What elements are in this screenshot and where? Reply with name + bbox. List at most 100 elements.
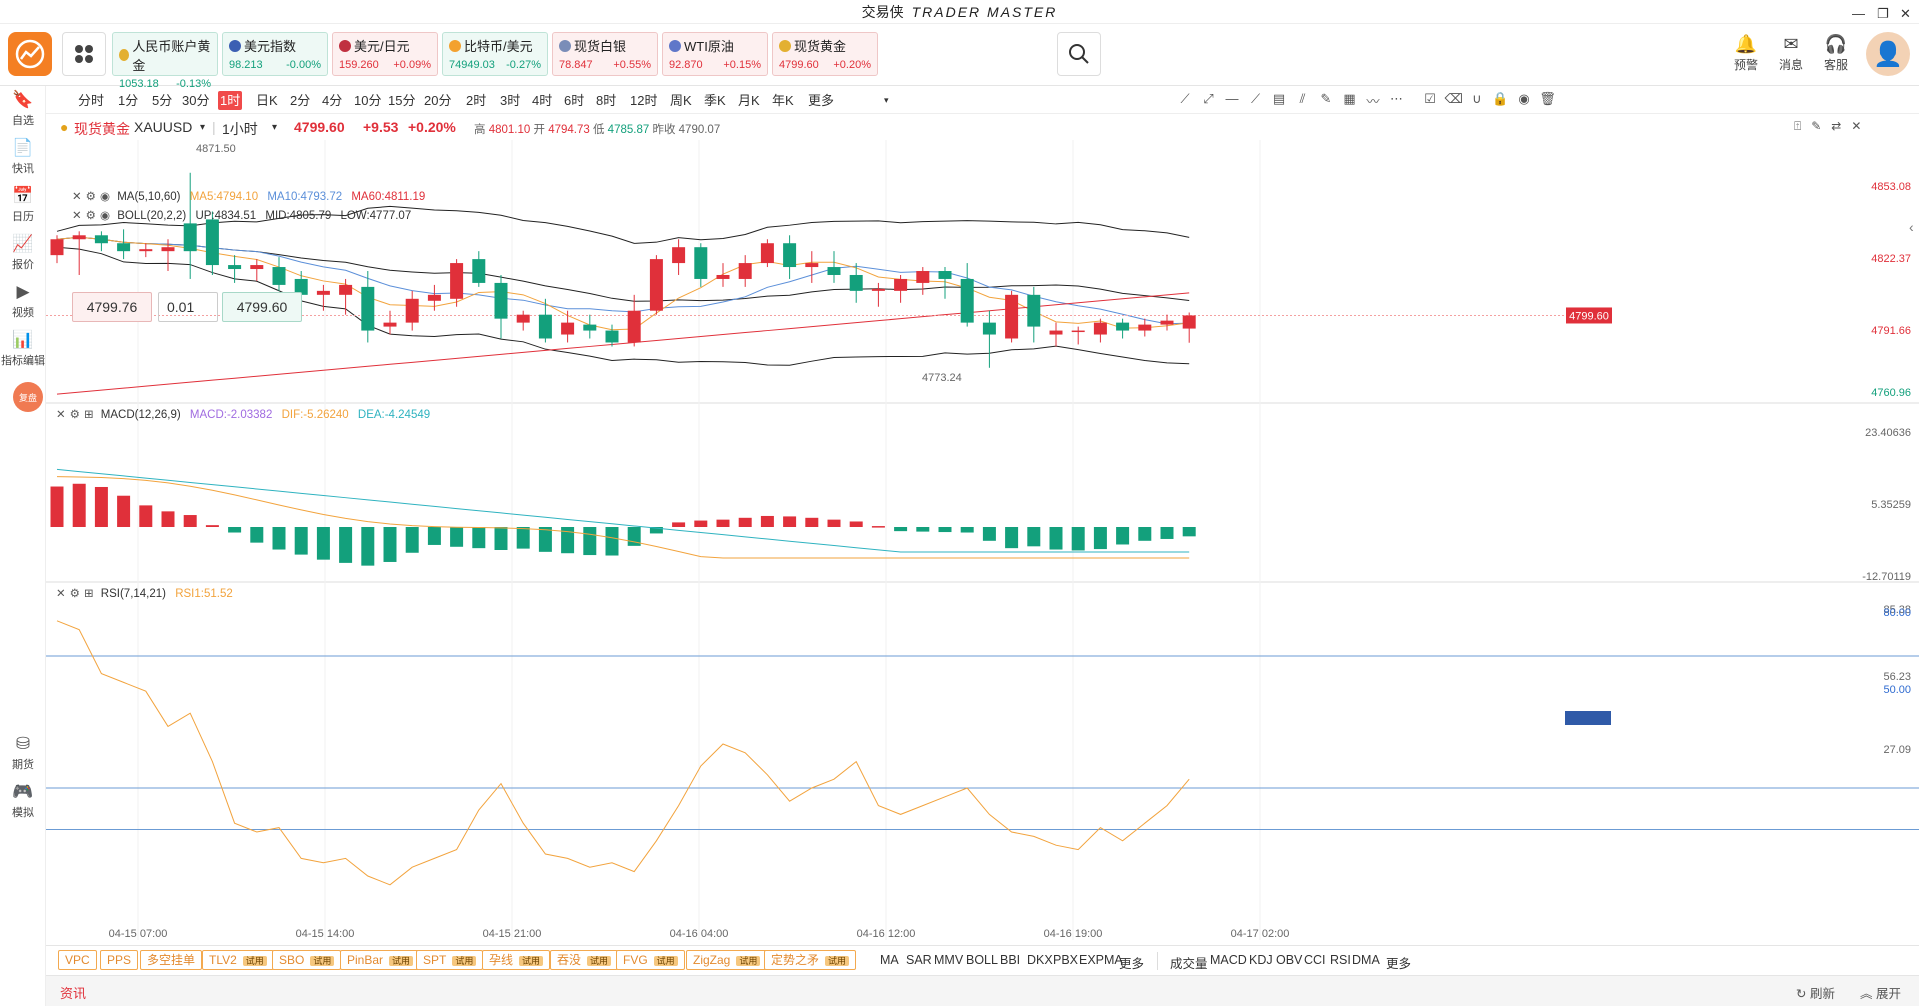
eye-icon[interactable]: ◉ xyxy=(1518,91,1530,106)
sub-indicator[interactable]: DMA xyxy=(1352,953,1380,967)
sub-indicator[interactable]: CCI xyxy=(1304,953,1326,967)
strategy-chip[interactable]: SPT 试用 xyxy=(416,950,484,970)
main-indicator[interactable]: BBI xyxy=(1000,953,1021,967)
timeframe-9[interactable]: 15分 xyxy=(388,93,416,108)
mail-button[interactable]: ✉ 消息 xyxy=(1771,34,1811,73)
fib-icon[interactable]: ▤ xyxy=(1272,91,1286,106)
expand-news-button[interactable]: ︽ 展开 xyxy=(1860,983,1901,1002)
brush-icon[interactable]: ✎ xyxy=(1320,91,1332,106)
restore-button[interactable]: ❐ xyxy=(1877,6,1889,21)
headset-button[interactable]: 🎧 客服 xyxy=(1816,34,1856,73)
wave-icon[interactable]: 〰 xyxy=(1366,94,1380,109)
buy-price-box[interactable]: 4799.60 xyxy=(222,292,302,322)
remove-boll-icon[interactable]: ✕ xyxy=(72,210,82,222)
sell-price-box[interactable]: 4799.76 xyxy=(72,292,152,322)
sub-indicator[interactable]: OBV xyxy=(1276,953,1303,967)
magnet-icon[interactable]: ∪ xyxy=(1472,91,1482,106)
timeframe-17[interactable]: 周K xyxy=(670,93,692,108)
sidebar-item-replay[interactable]: 复盘 xyxy=(0,382,46,416)
apps-grid-button[interactable] xyxy=(62,32,106,76)
main-indicator[interactable]: DKX xyxy=(1027,953,1053,967)
timeframe-8[interactable]: 10分 xyxy=(354,93,382,108)
swap-icon[interactable]: ⇄ xyxy=(1831,119,1842,133)
timeframe-2[interactable]: 5分 xyxy=(152,93,173,108)
main-indicator[interactable]: SAR xyxy=(906,953,932,967)
timeframe-20[interactable]: 年K xyxy=(772,93,794,108)
timeframe-3[interactable]: 30分 xyxy=(182,93,210,108)
quote-card[interactable]: 人民币账户黄金 1053.18 -0.13% xyxy=(112,32,218,90)
timeframe-select[interactable]: 1小时 xyxy=(222,121,258,137)
visibility-boll-icon[interactable]: ◉ xyxy=(99,210,110,222)
close-icon[interactable]: ✕ xyxy=(1900,6,1911,21)
sub-indicator[interactable]: MACD xyxy=(1210,953,1247,967)
remove-rsi-icon[interactable]: ✕ xyxy=(56,588,66,600)
quote-card[interactable]: 美元/日元 159.260 +0.09% xyxy=(332,32,438,76)
strategy-chip[interactable]: SBO 试用 xyxy=(272,950,342,970)
timeframe-15[interactable]: 8时 xyxy=(596,93,617,108)
main-indicator[interactable]: MA xyxy=(880,953,899,967)
remove-ma-icon[interactable]: ✕ xyxy=(72,191,82,203)
main-indicator[interactable]: PBX xyxy=(1053,953,1079,967)
image-icon[interactable]: ▦ xyxy=(1343,91,1356,106)
main-indicator[interactable]: EXPMA xyxy=(1079,953,1123,967)
sidebar-item-futures[interactable]: ⛁ 期货 xyxy=(0,734,46,772)
ray-icon[interactable]: ⤢ xyxy=(1203,91,1214,106)
horizontal-line-icon[interactable]: — xyxy=(1225,91,1239,106)
quantity-input[interactable]: 0.01 xyxy=(158,292,218,322)
quote-card[interactable]: 美元指数 98.213 -0.00% xyxy=(222,32,328,76)
collapse-icon[interactable]: ⍐ xyxy=(1794,119,1802,133)
avatar[interactable]: 👤 xyxy=(1866,32,1910,76)
quote-card[interactable]: 比特币/美元 74949.03 -0.27% xyxy=(442,32,548,76)
eraser-icon[interactable]: ⌫ xyxy=(1444,91,1463,106)
segment-icon[interactable]: ⟋ xyxy=(1250,91,1261,106)
timeframe-13[interactable]: 4时 xyxy=(532,93,553,108)
timeframe-6[interactable]: 2分 xyxy=(290,93,311,108)
main-indicator[interactable]: 更多 xyxy=(1119,957,1145,971)
trash-icon[interactable]: 🗑 xyxy=(1539,91,1556,106)
expand-macd-icon[interactable]: ⊞ xyxy=(83,409,94,421)
bell-button[interactable]: 🔔 预警 xyxy=(1726,34,1766,73)
settings-macd-icon[interactable]: ⚙ xyxy=(69,409,80,421)
symbol-dropdown-icon[interactable]: ▾ xyxy=(200,122,206,133)
quote-card[interactable]: WTI原油 92.870 +0.15% xyxy=(662,32,768,76)
timeframe-4[interactable]: 1时 xyxy=(218,91,243,110)
expand-rsi-icon[interactable]: ⊞ xyxy=(83,588,94,600)
pen-icon[interactable]: ✎ xyxy=(1811,119,1822,133)
settings-boll-icon[interactable]: ⚙ xyxy=(85,210,96,222)
refresh-button[interactable]: ↻ 刷新 xyxy=(1796,983,1835,1002)
strategy-chip[interactable]: 多空挂单 xyxy=(140,950,203,970)
strategy-chip[interactable]: ZigZag 试用 xyxy=(686,950,768,970)
visibility-ma-icon[interactable]: ◉ xyxy=(99,191,110,203)
timeframe-5[interactable]: 日K xyxy=(256,93,278,108)
sidebar-item-quote[interactable]: 📈 报价 xyxy=(0,234,46,272)
kline-chart[interactable]: 04-15 07:00 04-15 14:00 04-15 21:00 04-16 0… xyxy=(46,140,1919,945)
main-indicator[interactable]: BOLL xyxy=(966,953,998,967)
strategy-chip[interactable]: TLV2 试用 xyxy=(202,950,274,970)
lock-icon[interactable]: 🔒 xyxy=(1492,91,1509,106)
strategy-chip[interactable]: PinBar 试用 xyxy=(340,950,421,970)
more-tools-icon[interactable]: ⋯ xyxy=(1390,91,1403,106)
strategy-chip[interactable]: 定势之矛 试用 xyxy=(764,950,857,970)
more-dropdown-icon[interactable]: ▾ xyxy=(884,95,889,105)
sub-indicator[interactable]: 成交量 xyxy=(1170,957,1208,971)
timeframe-7[interactable]: 4分 xyxy=(322,93,343,108)
tf-dropdown-icon[interactable]: ▾ xyxy=(272,122,278,133)
strategy-chip[interactable]: 孕线 试用 xyxy=(482,950,551,970)
timeframe-19[interactable]: 月K xyxy=(738,93,760,108)
minimize-button[interactable]: — xyxy=(1852,6,1865,21)
timeframe-16[interactable]: 12时 xyxy=(630,93,658,108)
timeframe-21[interactable]: 更多 xyxy=(808,93,835,108)
timeframe-1[interactable]: 1分 xyxy=(118,93,139,108)
remove-macd-icon[interactable]: ✕ xyxy=(56,409,66,421)
timeframe-12[interactable]: 3时 xyxy=(500,93,521,108)
quote-card[interactable]: 现货白银 78.847 +0.55% xyxy=(552,32,658,76)
sidebar-item-gamepad[interactable]: 🎮 模拟 xyxy=(0,782,46,820)
symbol-code[interactable]: XAUUSD xyxy=(134,119,193,135)
trend-line-icon[interactable]: ⟋ xyxy=(1180,91,1190,106)
close-chart-icon[interactable]: ✕ xyxy=(1851,119,1862,133)
timeframe-0[interactable]: 分时 xyxy=(78,93,105,108)
sub-indicator[interactable]: 更多 xyxy=(1386,957,1412,971)
timeframe-11[interactable]: 2时 xyxy=(466,93,487,108)
settings-rsi-icon[interactable]: ⚙ xyxy=(69,588,80,600)
sidebar-item-bookmark[interactable]: 🔖 自选 xyxy=(0,90,46,128)
